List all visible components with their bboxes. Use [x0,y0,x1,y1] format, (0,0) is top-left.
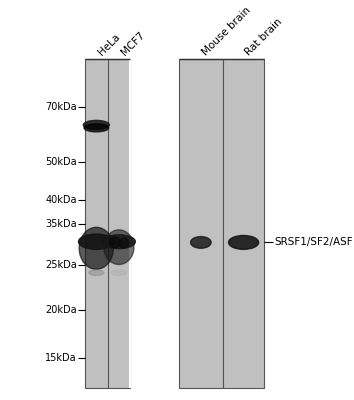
Text: 35kDa: 35kDa [45,219,77,229]
Ellipse shape [79,227,113,269]
Text: Mouse brain: Mouse brain [201,5,253,58]
Text: 40kDa: 40kDa [45,196,77,206]
Ellipse shape [109,237,120,248]
Bar [179,59,223,388]
Text: MCF7: MCF7 [119,30,146,58]
Text: 20kDa: 20kDa [45,305,77,315]
Text: 70kDa: 70kDa [45,102,77,112]
Ellipse shape [83,120,109,130]
Ellipse shape [229,236,259,249]
Text: SRSF1/SF2/ASF: SRSF1/SF2/ASF [274,238,353,248]
Bar [85,59,130,388]
Text: 50kDa: 50kDa [45,157,77,167]
Ellipse shape [104,230,134,264]
Ellipse shape [84,124,109,132]
Ellipse shape [190,236,211,248]
Ellipse shape [89,270,104,276]
Ellipse shape [79,234,114,249]
Text: Rat brain: Rat brain [244,17,284,58]
Text: HeLa: HeLa [96,32,122,58]
Ellipse shape [119,238,129,248]
Text: 15kDa: 15kDa [45,353,77,363]
Ellipse shape [103,235,135,249]
Ellipse shape [112,270,126,276]
Text: 25kDa: 25kDa [45,260,77,270]
Bar [223,59,264,388]
